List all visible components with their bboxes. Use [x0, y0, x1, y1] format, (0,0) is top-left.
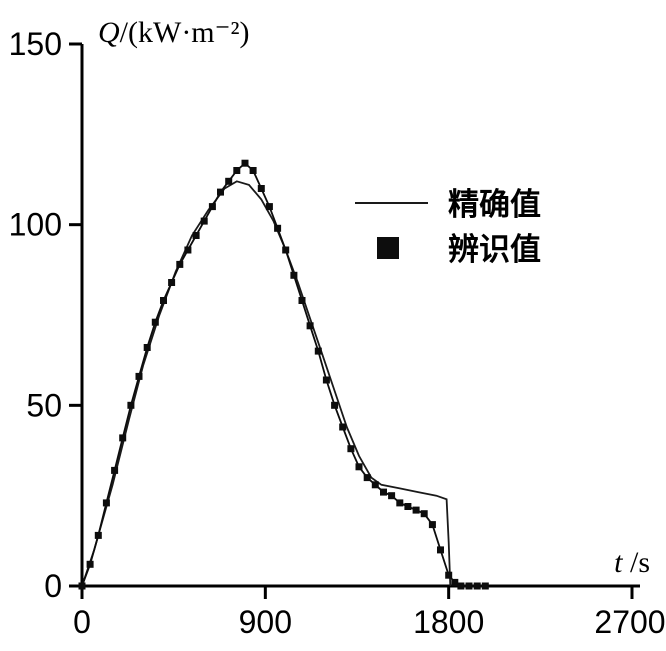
- square-marker: [208, 203, 216, 211]
- x-tick-label: 0: [73, 604, 91, 640]
- square-marker: [274, 224, 282, 232]
- square-marker: [94, 531, 102, 539]
- square-marker: [437, 546, 444, 554]
- y-tick-label: 150: [9, 26, 62, 62]
- square-marker: [143, 344, 151, 351]
- square-marker: [151, 318, 159, 326]
- square-marker: [371, 481, 379, 489]
- square-marker: [473, 582, 481, 590]
- square-marker: [306, 322, 314, 330]
- square-marker: [225, 177, 233, 185]
- square-marker: [200, 217, 208, 225]
- y-tick-label: 100: [9, 207, 62, 243]
- square-marker: [168, 279, 176, 286]
- y-axis-title: Q/(kW·m⁻²): [98, 16, 249, 49]
- square-marker: [135, 372, 143, 380]
- square-marker: [127, 401, 135, 409]
- square-marker: [355, 463, 363, 471]
- square-marker: [451, 578, 459, 586]
- square-marker: [160, 297, 167, 304]
- square-marker: [119, 434, 127, 442]
- square-marker: [282, 246, 290, 254]
- square-marker: [290, 271, 298, 279]
- legend-square-sample: [377, 237, 399, 259]
- square-marker: [322, 376, 330, 384]
- square-marker: [111, 466, 119, 474]
- square-marker: [233, 167, 241, 174]
- square-marker: [217, 188, 224, 196]
- x-axis-title: t /s: [614, 546, 650, 579]
- series-identified: [78, 159, 489, 590]
- square-marker: [396, 499, 404, 507]
- square-marker: [298, 297, 306, 304]
- square-marker: [176, 260, 184, 268]
- square-marker: [265, 203, 273, 211]
- x-tick-label: 2700: [594, 604, 665, 640]
- square-marker: [388, 492, 396, 500]
- square-marker: [404, 503, 412, 510]
- square-marker: [380, 488, 387, 496]
- square-marker: [78, 582, 86, 590]
- x-tick-label: 900: [239, 604, 292, 640]
- square-marker: [192, 232, 200, 239]
- square-marker: [249, 167, 257, 174]
- y-tick-label: 50: [26, 387, 62, 423]
- square-marker: [102, 499, 110, 507]
- square-marker: [241, 159, 249, 167]
- square-marker: [314, 347, 322, 355]
- square-marker: [331, 401, 339, 409]
- square-marker: [465, 582, 473, 590]
- y-tick-label: 0: [44, 568, 62, 604]
- square-marker: [412, 506, 420, 514]
- square-marker: [428, 521, 436, 529]
- legend-label: 辨识值: [448, 232, 541, 267]
- x-tick-label: 1800: [413, 604, 484, 640]
- square-marker: [363, 474, 371, 482]
- square-marker: [457, 582, 465, 590]
- square-marker: [481, 582, 489, 590]
- square-marker: [184, 246, 192, 254]
- square-marker: [445, 571, 453, 579]
- square-marker: [420, 510, 428, 518]
- square-marker: [339, 423, 347, 431]
- square-marker: [86, 560, 94, 568]
- square-marker: [347, 445, 355, 453]
- legend-label: 精确值: [448, 187, 541, 222]
- square-marker: [257, 185, 265, 192]
